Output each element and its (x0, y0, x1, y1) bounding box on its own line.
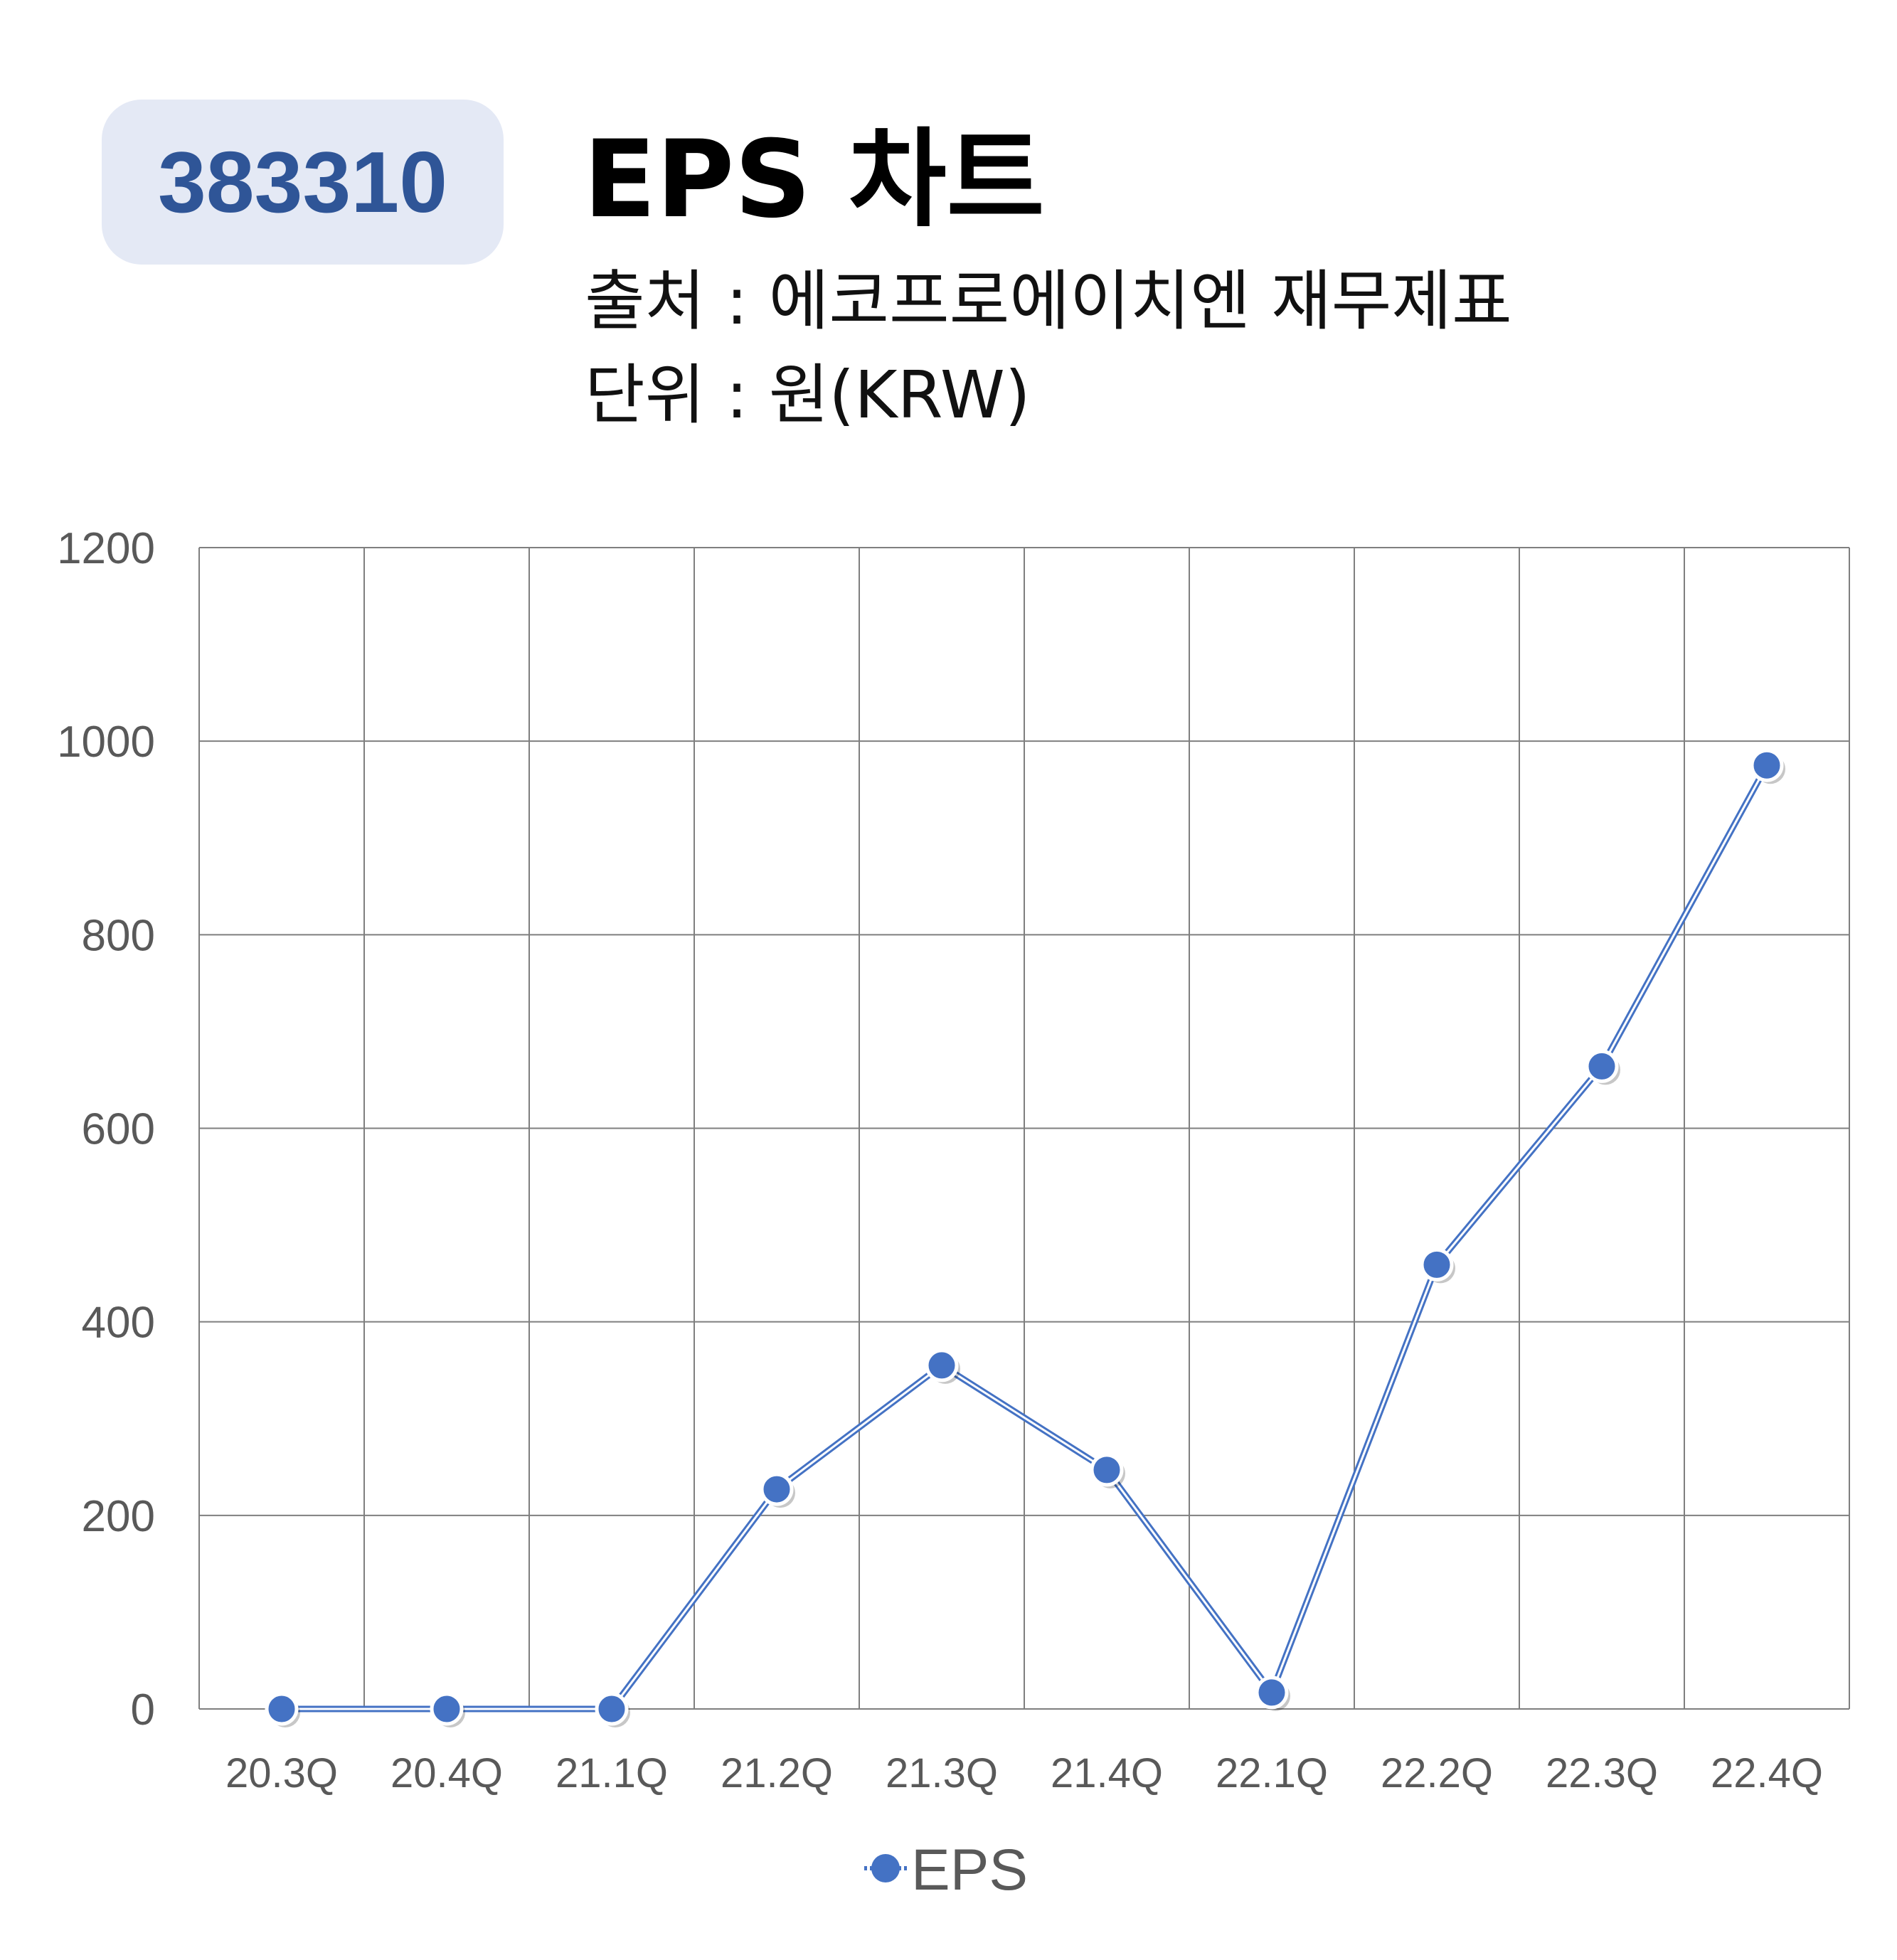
x-tick-label: 21.2Q (721, 1750, 833, 1796)
y-tick-label: 1200 (57, 524, 155, 573)
data-point (265, 1692, 299, 1726)
grid (198, 547, 1850, 1710)
data-point (925, 1348, 959, 1383)
legend-label: EPS (911, 1838, 1028, 1902)
legend: EPS (864, 1838, 1028, 1902)
data-point (1255, 1676, 1289, 1710)
series-line-highlight (1270, 1263, 1438, 1694)
series-line-highlight (1600, 764, 1768, 1067)
x-tick-label: 22.3Q (1546, 1750, 1658, 1796)
series-lines (278, 762, 1770, 1713)
y-tick-label: 200 (82, 1492, 155, 1541)
x-tick-label: 22.2Q (1381, 1750, 1493, 1796)
x-tick-label: 21.3Q (886, 1750, 998, 1796)
series-points (265, 748, 1785, 1727)
y-tick-label: 400 (82, 1299, 155, 1348)
stock-code-badge: 383310 (102, 100, 504, 265)
x-tick-label: 21.1Q (556, 1750, 668, 1796)
x-tick-label: 20.4Q (390, 1750, 503, 1796)
y-tick-label: 800 (82, 911, 155, 960)
x-tick-label: 22.1Q (1216, 1750, 1328, 1796)
series-line-highlight (1105, 1469, 1273, 1694)
data-point (760, 1472, 794, 1506)
y-tick-label: 600 (82, 1105, 155, 1154)
x-tick-label: 22.4Q (1711, 1750, 1823, 1796)
unit-line: 단위 : 원(KRW) (585, 357, 1031, 433)
y-axis-labels: 0 200 400 600 800 1000 1200 (57, 524, 155, 1735)
y-tick-label: 0 (131, 1685, 155, 1735)
data-point (1420, 1247, 1454, 1282)
data-point (1750, 748, 1784, 782)
series-line-highlight (775, 1364, 943, 1491)
x-tick-label: 20.3Q (225, 1750, 338, 1796)
source-line: 출처 : 에코프로에이치엔 재무제표 (585, 263, 1512, 339)
chart-title: EPS 차트 (583, 118, 1045, 242)
x-axis-labels: 20.3Q 20.4Q 21.1Q 21.2Q 21.3Q 21.4Q 22.1Q 22.2Q… (225, 1750, 1823, 1796)
series-line-highlight (610, 1488, 778, 1710)
data-point (595, 1692, 629, 1726)
x-tick-label: 21.4Q (1051, 1750, 1163, 1796)
legend-dot-marker (871, 1854, 900, 1882)
data-point (1090, 1453, 1124, 1487)
series-line-highlight (940, 1364, 1108, 1471)
y-tick-label: 1000 (57, 718, 155, 767)
data-point (1585, 1049, 1619, 1083)
data-point (430, 1692, 464, 1726)
series-line-highlight (1435, 1065, 1603, 1266)
